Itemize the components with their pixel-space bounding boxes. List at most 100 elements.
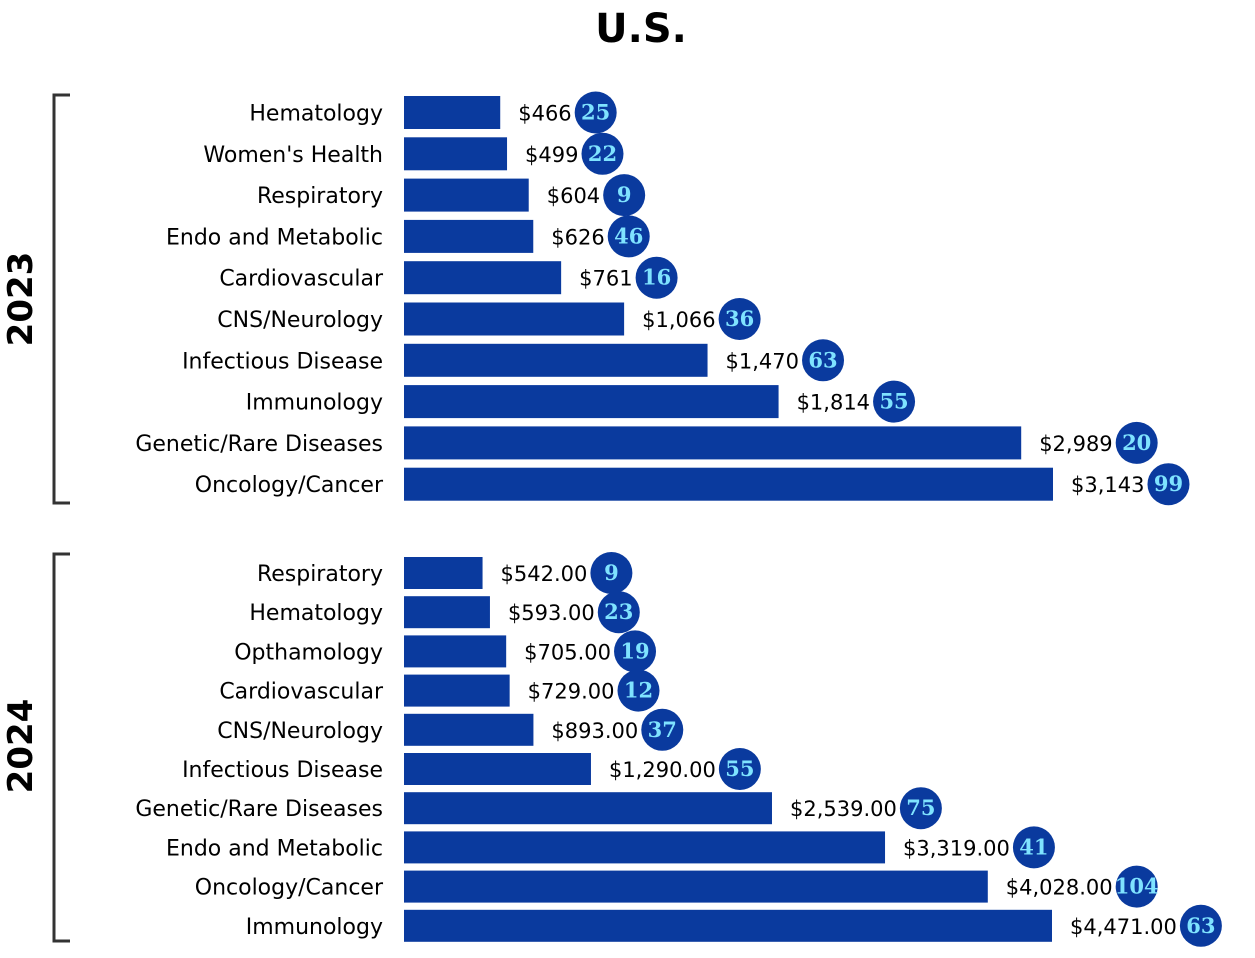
count-bubble-circle xyxy=(641,708,684,751)
count-bubble: 46 xyxy=(607,215,650,258)
count-bubble: 9 xyxy=(603,174,646,217)
value-label: $2,539.00 xyxy=(790,797,897,821)
count-bubble: 20 xyxy=(1115,421,1158,464)
count-bubble: 55 xyxy=(718,748,761,790)
count-label: 23 xyxy=(604,599,633,624)
bar xyxy=(404,909,1052,942)
count-bubble: 63 xyxy=(802,339,845,382)
bar xyxy=(404,713,534,746)
category-label: Infectious Disease xyxy=(182,349,383,374)
count-bubble: 99 xyxy=(1147,463,1190,506)
count-label: 12 xyxy=(624,678,653,703)
category-label: Hematology xyxy=(249,102,383,127)
count-bubble: 19 xyxy=(614,630,657,673)
value-label: $499 xyxy=(525,143,578,167)
value-label: $893.00 xyxy=(551,719,638,743)
panel-2024: 2024 Respiratory $542.00 9 Hematology $593.0… xyxy=(1,552,1222,947)
value-label: $3,143 xyxy=(1071,473,1144,497)
category-label: Respiratory xyxy=(257,562,383,587)
count-bubble: 22 xyxy=(581,132,624,175)
count-bubble-circle xyxy=(614,630,657,673)
category-label: CNS/Neurology xyxy=(217,308,383,333)
value-label: $604 xyxy=(547,184,600,208)
count-label: 36 xyxy=(725,306,754,331)
count-label: 75 xyxy=(906,795,935,820)
category-label: CNS/Neurology xyxy=(217,719,383,744)
count-bubble-circle xyxy=(718,748,761,790)
bar xyxy=(404,467,1053,501)
count-bubble: 55 xyxy=(873,380,916,423)
year-label-2024: 2024 xyxy=(1,699,41,794)
value-label: $3,319.00 xyxy=(903,836,1010,860)
value-label: $729.00 xyxy=(528,680,615,704)
count-label: 25 xyxy=(581,100,610,125)
category-label: Genetic/Rare Diseases xyxy=(135,432,383,457)
value-label: $1,814 xyxy=(797,391,870,415)
bar xyxy=(404,674,510,707)
count-label: 9 xyxy=(617,182,632,207)
category-label: Cardiovascular xyxy=(219,680,384,705)
bar xyxy=(404,96,501,129)
value-label: $466 xyxy=(518,102,571,126)
count-bubble: 37 xyxy=(641,708,684,751)
count-label: 55 xyxy=(879,389,908,414)
count-bubble-circle xyxy=(1115,865,1158,908)
count-label: 46 xyxy=(614,223,643,248)
category-label: Cardiovascular xyxy=(219,267,384,292)
count-label: 41 xyxy=(1019,834,1048,859)
category-label: Immunology xyxy=(246,391,383,416)
count-bubble-circle xyxy=(581,132,624,175)
value-label: $542.00 xyxy=(501,562,588,586)
category-label: Respiratory xyxy=(257,184,383,209)
bracket-2024 xyxy=(52,552,70,943)
value-label: $1,290.00 xyxy=(609,758,716,782)
category-label: Oncology/Cancer xyxy=(195,473,384,498)
count-label: 37 xyxy=(648,717,677,742)
bar xyxy=(404,178,529,212)
count-bubble-circle xyxy=(899,787,942,830)
count-label: 99 xyxy=(1154,471,1183,496)
bar xyxy=(404,831,886,864)
count-bubble: 23 xyxy=(597,591,640,634)
count-label: 63 xyxy=(1186,913,1215,938)
bar xyxy=(404,557,483,589)
count-bubble-circle xyxy=(617,669,660,712)
count-bubble: 9 xyxy=(590,552,633,594)
value-label: $761 xyxy=(579,267,632,291)
value-label: $2,989 xyxy=(1039,432,1112,456)
count-bubble-circle xyxy=(1147,463,1190,506)
value-label: $593.00 xyxy=(508,601,595,625)
category-label: Oncology/Cancer xyxy=(195,876,384,901)
category-label: Women's Health xyxy=(203,143,383,168)
bar xyxy=(404,385,779,419)
count-bubble: 75 xyxy=(899,787,942,830)
bar xyxy=(404,635,507,668)
count-bubble-circle xyxy=(873,380,916,423)
value-label: $4,471.00 xyxy=(1070,915,1177,939)
category-label: Hematology xyxy=(249,601,383,626)
category-label: Immunology xyxy=(246,915,383,940)
count-label: 63 xyxy=(808,347,837,372)
bar xyxy=(404,870,988,903)
bars-2023: Hematology $466 25 Women's Health $499 22 Resp… xyxy=(135,91,1190,506)
count-bubble-circle xyxy=(607,215,650,258)
count-bubble: 104 xyxy=(1115,865,1159,908)
count-bubble-circle xyxy=(635,256,678,299)
bar xyxy=(404,343,708,377)
count-label: 16 xyxy=(642,265,671,290)
count-label: 9 xyxy=(604,560,619,585)
bar xyxy=(404,426,1022,460)
count-bubble: 41 xyxy=(1012,826,1055,869)
category-label: Endo and Metabolic xyxy=(166,225,383,250)
bar xyxy=(404,302,625,336)
count-bubble-circle xyxy=(603,174,646,217)
count-bubble-circle xyxy=(1179,904,1222,947)
count-bubble-circle xyxy=(574,91,617,134)
bar xyxy=(404,261,562,295)
value-label: $4,028.00 xyxy=(1006,876,1113,900)
bar xyxy=(404,792,772,825)
value-label: $1,470 xyxy=(726,349,799,373)
count-bubble-circle xyxy=(718,298,761,340)
